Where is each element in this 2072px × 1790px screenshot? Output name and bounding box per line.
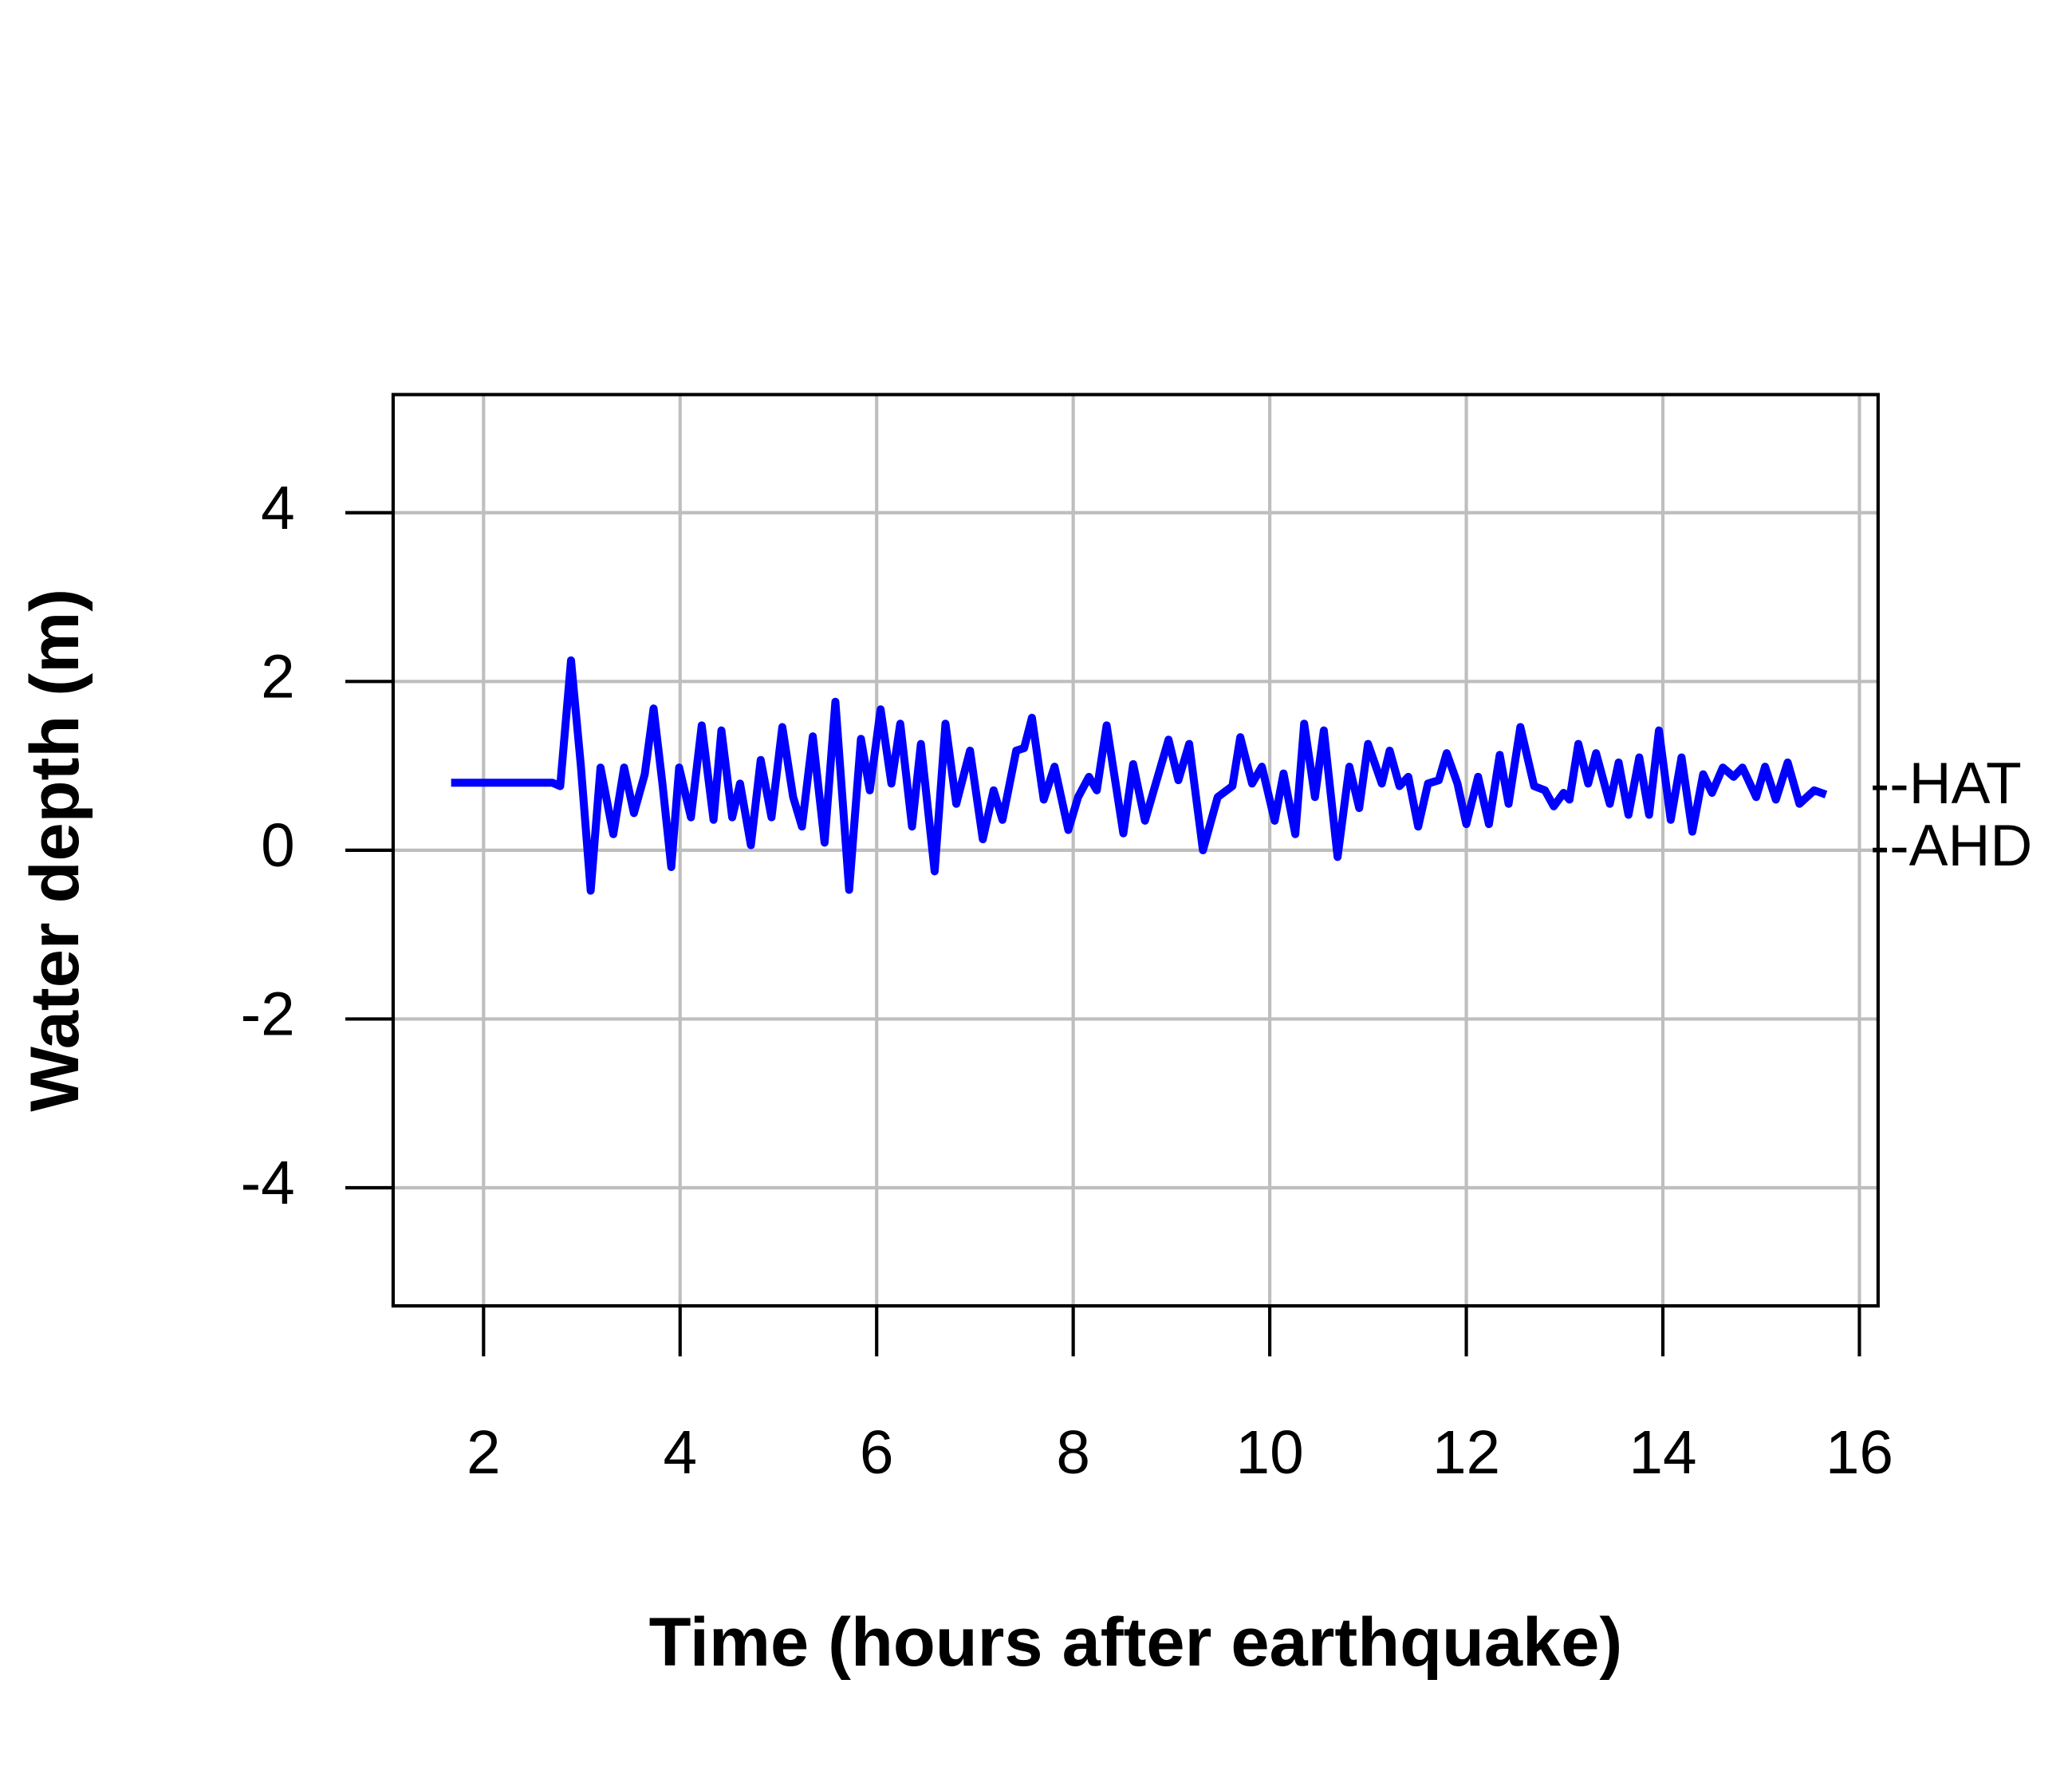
- y-tick-label: 4: [261, 475, 295, 542]
- x-tick-label: 2: [467, 1419, 501, 1487]
- x-tick-label: 8: [1056, 1419, 1090, 1487]
- annotation: --AHD: [1870, 813, 2032, 878]
- x-tick-label: 16: [1826, 1419, 1893, 1487]
- y-tick-label: -2: [241, 981, 295, 1049]
- annotation: --HAT: [1870, 751, 2022, 816]
- x-tick-label: 12: [1432, 1419, 1500, 1487]
- y-tick-label: 0: [261, 812, 295, 880]
- data-line: [451, 656, 1828, 895]
- x-axis-title: Time (hours after earthquake): [649, 1604, 1623, 1681]
- x-tick-label: 14: [1629, 1419, 1696, 1487]
- x-tick-label: 10: [1236, 1419, 1304, 1487]
- y-axis-title: Water depth (m): [17, 589, 93, 1112]
- y-tick-label: 2: [261, 644, 295, 712]
- plot-frame: [391, 392, 1880, 1308]
- x-tick-label: 6: [860, 1419, 894, 1487]
- x-tick-label: 4: [663, 1419, 697, 1487]
- y-tick-label: -4: [241, 1149, 295, 1217]
